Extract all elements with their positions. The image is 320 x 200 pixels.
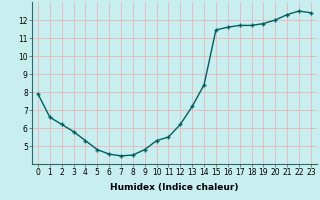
X-axis label: Humidex (Indice chaleur): Humidex (Indice chaleur) <box>110 183 239 192</box>
